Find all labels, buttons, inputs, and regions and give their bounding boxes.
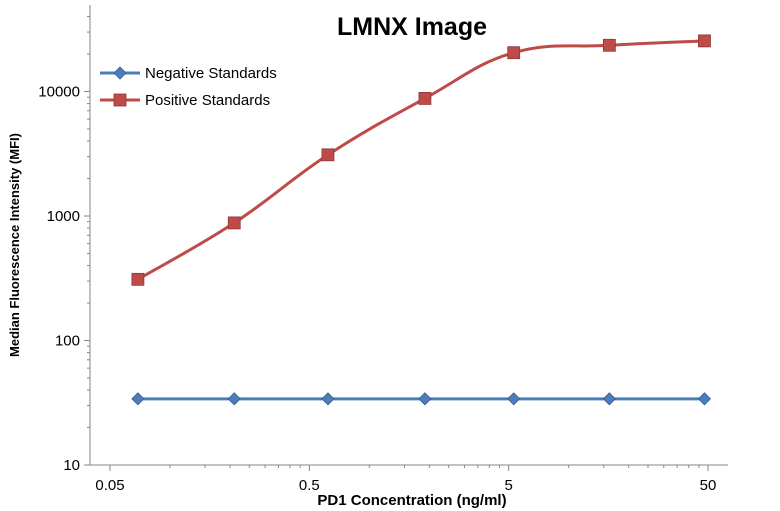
legend-marker xyxy=(113,93,127,107)
series-negative-standards xyxy=(131,392,712,406)
legend-marker xyxy=(113,66,127,80)
data-point xyxy=(418,92,432,105)
legend-label: Negative Standards xyxy=(145,65,277,82)
data-point xyxy=(698,34,711,48)
legend-label: Positive Standards xyxy=(145,92,270,109)
y-axis-title: Median Fluorescence Intensity (MFI) xyxy=(7,133,22,357)
data-point xyxy=(602,392,616,406)
y-tick-label: 100 xyxy=(55,333,80,350)
data-point xyxy=(131,272,145,286)
plot-area: 10 100 1000 10000 0.05 0.5 5 50 Negative Standar… xyxy=(38,5,728,494)
chart-title: LMNX Image xyxy=(337,13,487,41)
x-tick-label: 0.05 xyxy=(95,477,124,494)
data-point xyxy=(602,38,616,52)
data-point xyxy=(227,216,241,230)
y-tick-label: 1000 xyxy=(47,208,80,225)
data-point xyxy=(227,392,241,406)
legend: Negative Standards Positive Standards xyxy=(100,65,277,109)
data-point xyxy=(321,148,335,162)
data-point xyxy=(418,392,432,406)
x-tick-label: 50 xyxy=(700,477,717,494)
x-axis-title: PD1 Concentration (ng/ml) xyxy=(317,492,506,509)
data-point xyxy=(321,392,335,406)
y-tick-label: 10 xyxy=(63,457,80,474)
series-positive-standards xyxy=(131,34,711,286)
x-tick-label: 5 xyxy=(504,477,512,494)
data-point xyxy=(697,392,712,406)
data-point xyxy=(507,392,521,406)
data-point xyxy=(131,392,145,406)
y-tick-label: 10000 xyxy=(38,84,80,101)
x-tick-label: 0.5 xyxy=(299,477,320,494)
data-point xyxy=(507,46,521,60)
